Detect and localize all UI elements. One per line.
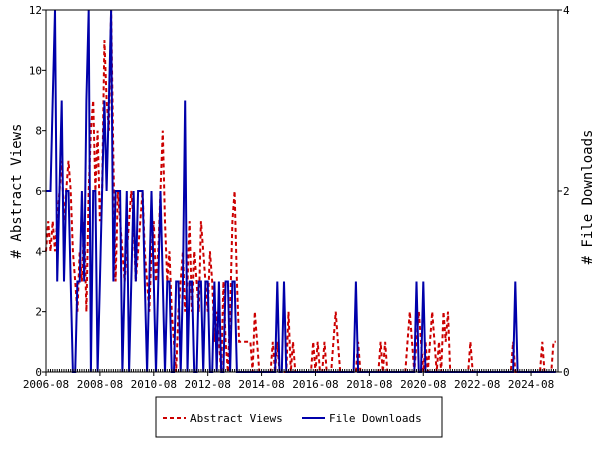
x-tick-label: 2016-08 <box>292 378 338 391</box>
x-tick-label: 2022-08 <box>454 378 500 391</box>
y-tick-label-right: 4 <box>563 4 570 17</box>
y-tick-label-left: 8 <box>35 125 42 138</box>
x-tick-label: 2020-08 <box>400 378 446 391</box>
legend-label-abstract-views: Abstract Views <box>190 412 283 425</box>
x-tick-label: 2018-08 <box>346 378 392 391</box>
y-axis-title-right: # File Downloads <box>580 130 596 265</box>
y-axis-right: 0 2 4 <box>558 4 570 379</box>
x-tick-label: 2010-08 <box>131 378 177 391</box>
y-tick-label-left: 6 <box>35 185 42 198</box>
legend-box <box>155 396 443 438</box>
y-tick-label-right: 0 <box>563 366 570 379</box>
y-tick-label-left: 12 <box>29 4 42 17</box>
y-tick-label-left: 2 <box>35 306 42 319</box>
y-tick-label-left: 10 <box>29 64 42 77</box>
y-axis-title-left: # Abstract Views <box>9 124 25 259</box>
x-tick-label: 2024-08 <box>508 378 554 391</box>
y-axis-left: 0 2 4 6 8 10 12 <box>29 4 46 379</box>
x-tick-label: 2012-08 <box>185 378 231 391</box>
y-tick-label-left: 4 <box>35 245 42 258</box>
y-tick-label-left: 0 <box>35 366 42 379</box>
x-tick-label: 2014-08 <box>238 378 284 391</box>
y-tick-label-right: 2 <box>563 185 570 198</box>
x-tick-label: 2008-08 <box>77 378 123 391</box>
legend: Abstract Views File Downloads <box>155 396 443 438</box>
x-axis: 2006-08 2008-08 2010-08 2012-08 2014-08 2016-… <box>23 369 559 391</box>
x-tick-label: 2006-08 <box>23 378 69 391</box>
legend-label-file-downloads: File Downloads <box>329 412 422 425</box>
